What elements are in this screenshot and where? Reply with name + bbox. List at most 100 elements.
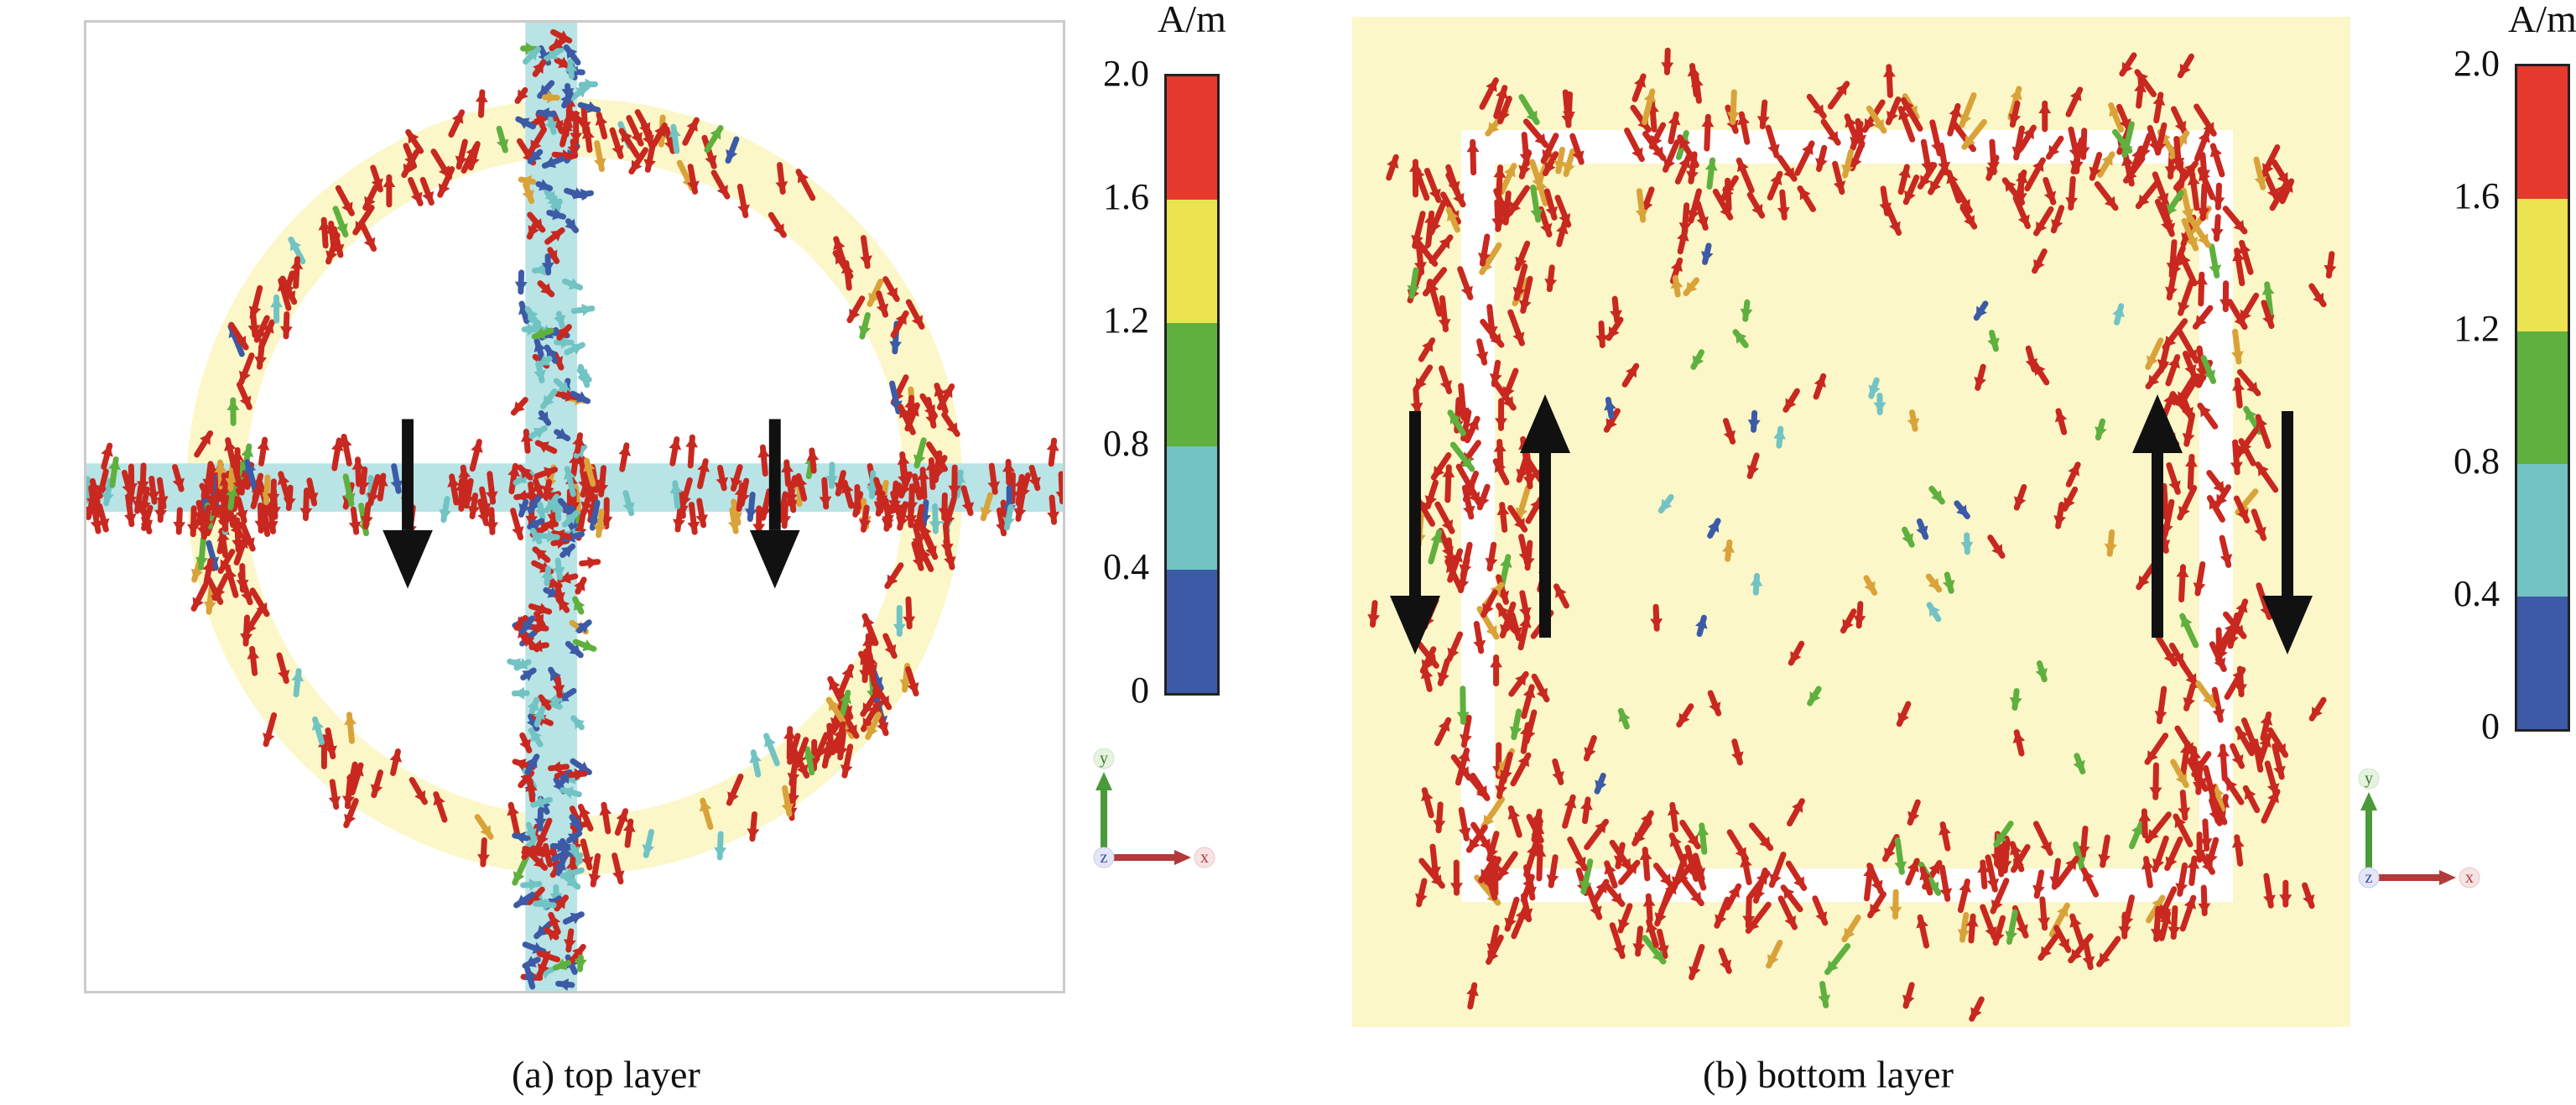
current-vector-arrow	[2011, 146, 2025, 158]
current-vector-arrow	[533, 613, 544, 626]
current-vector-arrow	[1657, 945, 1669, 956]
current-vector-arrow	[2150, 929, 2163, 940]
current-vector-arrow	[461, 494, 475, 506]
current-vector-arrow	[1654, 912, 1667, 924]
current-vector-arrow	[140, 517, 154, 529]
current-vector-arrow	[581, 128, 595, 139]
current-vector-arrow	[2049, 876, 2063, 888]
current-vector-arrow	[1456, 407, 1470, 419]
current-vector-arrow	[1722, 542, 1736, 553]
current-vector-arrow	[522, 190, 534, 201]
current-vector-arrow	[1595, 779, 1607, 792]
current-vector-arrow	[543, 394, 554, 407]
current-vector-arrow	[138, 500, 151, 512]
colorbar-segment	[2517, 331, 2568, 464]
current-vector-arrow	[520, 467, 532, 479]
colorbar-tick-label: 0.4	[2454, 573, 2500, 614]
current-vector-arrow	[1414, 893, 1428, 904]
current-vector-arrow	[796, 764, 809, 776]
current-vector-arrow	[553, 315, 566, 326]
current-vector-arrow	[279, 326, 293, 336]
current-vector-arrow	[840, 705, 853, 717]
current-vector-arrow	[572, 435, 585, 446]
current-vector-arrow	[522, 620, 533, 632]
current-vector-arrow	[759, 507, 772, 519]
current-vector-arrow	[277, 473, 290, 486]
current-vector-arrow	[948, 485, 961, 496]
current-vector-arrow	[1928, 863, 1940, 875]
current-vector-arrow	[1485, 557, 1498, 569]
current-vector-arrow	[1526, 110, 1538, 122]
current-vector-arrow	[1747, 420, 1761, 430]
current-vector-arrow	[318, 220, 331, 231]
current-vector-arrow	[687, 180, 700, 192]
current-vector-arrow	[833, 238, 846, 251]
current-vector-arrow	[497, 138, 509, 151]
current-vector-arrow	[2235, 601, 2248, 613]
current-vector-arrow	[577, 761, 590, 773]
current-vector-arrow	[533, 428, 545, 439]
current-vector-arrow	[2209, 810, 2221, 821]
current-vector-arrow	[1496, 87, 1508, 100]
current-vector-arrow	[1460, 733, 1472, 745]
current-vector-arrow	[210, 590, 222, 602]
current-vector-arrow	[543, 466, 555, 479]
z-axis-badge	[1093, 847, 1115, 868]
current-vector-arrow	[90, 520, 103, 532]
current-vector-arrow	[616, 811, 628, 823]
current-vector-arrow	[2153, 141, 2167, 153]
current-vector-arrow	[596, 483, 609, 495]
current-vector-arrow	[2279, 894, 2292, 905]
current-vector-arrow	[1907, 811, 1920, 823]
current-vector-arrow	[1986, 878, 2000, 890]
current-vector-arrow	[574, 598, 585, 611]
current-vector-arrow	[1411, 234, 1423, 247]
current-vector-arrow	[2237, 728, 2249, 741]
current-vector-arrow	[987, 481, 1001, 493]
current-vector-arrow	[716, 185, 728, 197]
current-vector-arrow	[890, 485, 903, 497]
current-vector-arrow	[549, 670, 561, 682]
current-vector-arrow	[533, 115, 546, 127]
current-vector-arrow	[1495, 418, 1508, 429]
current-vector-arrow	[533, 62, 544, 75]
current-vector-arrow	[1520, 908, 1533, 920]
current-vector-arrow	[1579, 880, 1592, 892]
current-vector-arrow	[2237, 444, 2249, 456]
current-vector-arrow	[2197, 233, 2209, 246]
current-vector-arrow	[550, 230, 563, 242]
current-vector-arrow	[2082, 956, 2095, 967]
current-vector-arrow	[1740, 308, 1753, 320]
current-vector-arrow	[1458, 827, 1471, 839]
current-vector-arrow	[860, 654, 872, 666]
current-vector-arrow	[538, 602, 549, 615]
current-vector-arrow	[447, 476, 460, 487]
current-vector-arrow	[1964, 135, 1976, 148]
current-vector-arrow	[2232, 670, 2244, 682]
current-vector-arrow	[2182, 433, 2195, 445]
current-vector-arrow	[840, 263, 854, 274]
current-vector-arrow	[480, 825, 492, 837]
current-vector-arrow	[2168, 480, 2181, 493]
current-vector-arrow	[1991, 544, 2003, 556]
current-vector-arrow	[2068, 464, 2080, 477]
current-vector-arrow	[2255, 416, 2268, 429]
current-vector-arrow	[439, 508, 452, 520]
current-vector-arrow	[1964, 215, 1975, 227]
current-vector-arrow	[341, 201, 353, 214]
current-vector-arrow	[2174, 816, 2186, 828]
current-vector-arrow	[1459, 564, 1472, 576]
current-vector-arrow	[2138, 811, 2152, 821]
current-vector-arrow	[1509, 726, 1522, 738]
current-vector-arrow	[1929, 604, 1940, 617]
current-vector-arrow	[173, 521, 186, 532]
current-vector-arrow	[699, 800, 712, 812]
current-vector-arrow	[1799, 188, 1811, 201]
current-vector-arrow	[1970, 1007, 1982, 1019]
current-vector-arrow	[525, 781, 538, 792]
current-vector-arrow	[243, 461, 257, 474]
current-vector-arrow	[593, 524, 606, 535]
current-vector-arrow	[1646, 921, 1658, 933]
current-vector-arrow	[1522, 476, 1536, 487]
current-vector-arrow	[455, 155, 468, 167]
